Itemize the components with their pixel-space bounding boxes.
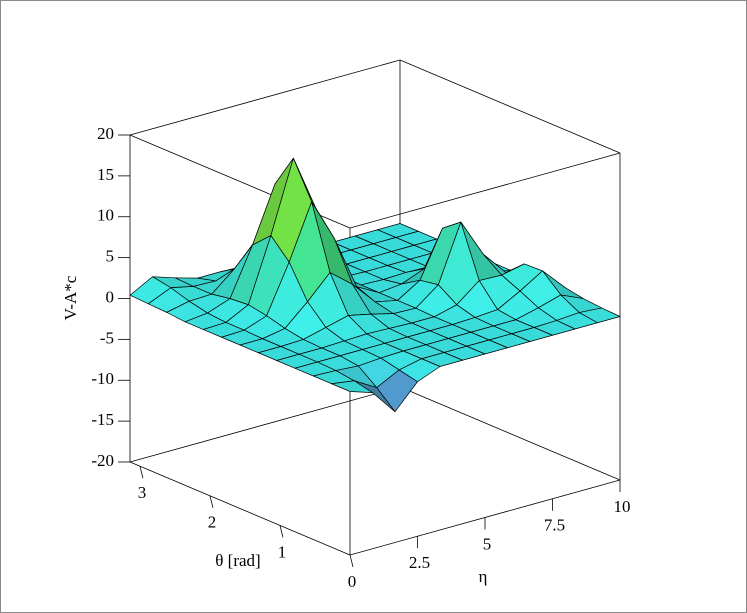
z-tick-label: 10 [97, 206, 114, 225]
x-tick-label: 3 [138, 483, 147, 502]
x-tick [279, 525, 284, 538]
box-edge [399, 59, 621, 154]
z-tick-label: 5 [106, 247, 115, 266]
box-edge [129, 386, 401, 463]
x-tick-label: 0 [348, 572, 357, 591]
box-edge [129, 461, 351, 556]
z-tick-label: -10 [91, 369, 114, 388]
y-tick-label: 2.5 [409, 553, 430, 572]
x-tick [139, 466, 144, 479]
z-tick-label: 0 [106, 287, 115, 306]
x-axis-label: θ [rad] [215, 551, 260, 570]
x-tick [349, 554, 354, 568]
z-tick-label: -15 [91, 410, 114, 429]
box-edge [399, 386, 621, 481]
surface [129, 157, 621, 413]
z-tick-label: -5 [100, 328, 114, 347]
x-tick-label: 2 [208, 513, 217, 532]
z-axis-label: V-A*c [61, 275, 80, 320]
z-tick-label: 20 [97, 124, 114, 143]
axes: -20 -15 -10 -5 0 5 10 15 20 0 1 2 3 2.5 5 7.5 10 [91, 124, 630, 591]
surface-facet [331, 380, 373, 393]
y-axis-label: η [479, 567, 488, 586]
box-edge [349, 152, 621, 229]
x-tick [209, 495, 214, 508]
y-tick-label: 7.5 [544, 516, 565, 535]
y-tick-label: 5 [483, 534, 492, 553]
x-tick-label: 1 [278, 542, 287, 561]
z-tick-label: 15 [97, 165, 114, 184]
z-tick-label: -20 [91, 451, 114, 470]
box-edge [129, 59, 401, 136]
y-tick-label: 10 [614, 497, 631, 516]
